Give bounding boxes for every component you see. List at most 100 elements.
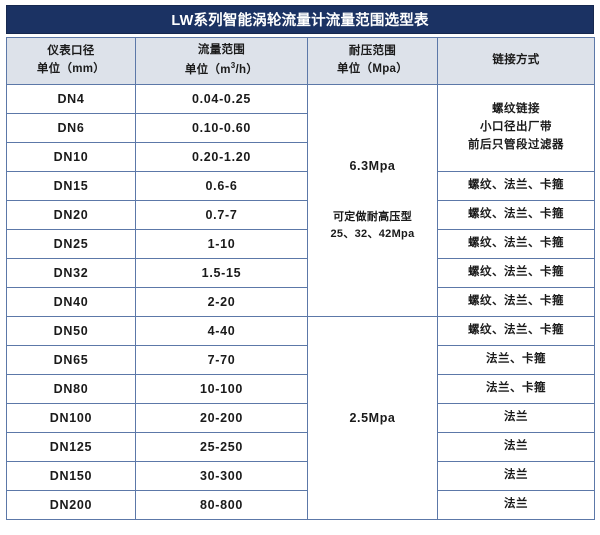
cell-connection-type: 法兰: [437, 403, 595, 433]
cell-diameter: DN125: [6, 432, 136, 462]
cell-diameter: DN4: [6, 84, 136, 114]
connection-line1: 法兰: [504, 498, 528, 511]
connection-line1: 螺纹、法兰、卡箍: [468, 324, 564, 337]
cell-diameter: DN80: [6, 374, 136, 404]
connection-line1: 法兰: [504, 469, 528, 482]
page-title: LW系列智能涡轮流量计流量范围选型表: [171, 13, 429, 29]
table-row: DN50 4-40 2.5Mpa 螺纹、法兰、卡箍: [6, 316, 595, 520]
cell-flow-range: 7-70: [135, 345, 308, 375]
cell-diameter: DN20: [6, 200, 136, 230]
table-row: DN200 80-800 法兰: [6, 490, 595, 520]
header-pressure-line2: 单位（Mpa）: [336, 63, 409, 75]
table-row: DN32 1.5-15 螺纹、法兰、卡箍: [6, 258, 595, 288]
connection-line3: 前后只管段过滤器: [468, 138, 564, 151]
connection-line1: 螺纹、法兰、卡箍: [468, 208, 564, 221]
header-diameter-line2: 单位（mm）: [36, 63, 106, 75]
connection-line1: 螺纹链接: [492, 103, 540, 116]
table-row: DN20 0.7-7 螺纹、法兰、卡箍: [6, 200, 595, 230]
cell-flow-range: 80-800: [135, 490, 308, 520]
header-pressure-line1: 耐压范围: [348, 45, 397, 58]
cell-flow-range: 30-300: [135, 461, 308, 491]
connection-line1: 法兰: [504, 440, 528, 453]
pressure-value: 2.5Mpa: [349, 411, 396, 425]
connection-line1: 螺纹、法兰、卡箍: [468, 295, 564, 308]
pressure-note-line1: 可定做耐高压型: [332, 211, 413, 223]
header-flow-unit-post: /h）: [235, 63, 259, 76]
cell-diameter: DN25: [6, 229, 136, 259]
cell-diameter: DN100: [6, 403, 136, 433]
pressure-note: 可定做耐高压型 25、32、42Mpa: [330, 209, 414, 242]
cell-diameter: DN15: [6, 171, 136, 201]
cell-connection-type: 法兰: [437, 432, 595, 462]
table-row: DN10 0.20-1.20: [6, 142, 595, 172]
table-row: DN15 0.6-6 螺纹、法兰、卡箍: [6, 171, 595, 201]
table-row: DN25 1-10 螺纹、法兰、卡箍: [6, 229, 595, 259]
column-header-diameter: 仪表口径 单位（mm）: [6, 37, 136, 85]
table-row: DN125 25-250 法兰: [6, 432, 595, 462]
cell-diameter: DN200: [6, 490, 136, 520]
cell-flow-range: 20-200: [135, 403, 308, 433]
connection-line2: 小口径出厂带: [480, 121, 552, 134]
cell-flow-range: 2-20: [135, 287, 308, 317]
cell-flow-range: 0.6-6: [135, 171, 308, 201]
cell-flow-range: 1-10: [135, 229, 308, 259]
cell-flow-range: 4-40: [135, 316, 308, 346]
pressure-note-line2: 25、32、42Mpa: [330, 227, 415, 240]
cell-connection-type: 螺纹、法兰、卡箍: [437, 200, 595, 230]
table-row: DN40 2-20 螺纹、法兰、卡箍: [6, 287, 595, 317]
header-diameter-line1: 仪表口径: [47, 45, 95, 58]
header-connection-line1: 链接方式: [492, 54, 540, 67]
cell-connection-type: 螺纹、法兰、卡箍: [437, 171, 595, 201]
table-row: DN4 0.04-0.25 6.3Mpa 可定做耐高压型 25、32、42Mpa 螺纹链接…: [6, 84, 595, 317]
cell-flow-range: 0.10-0.60: [135, 113, 308, 143]
connection-line1: 法兰、卡箍: [486, 382, 546, 395]
cell-diameter: DN10: [6, 142, 136, 172]
header-flow-line2: 单位（m3/h）: [136, 60, 307, 80]
cell-diameter: DN65: [6, 345, 136, 375]
cell-connection-type: 法兰: [437, 461, 595, 491]
cell-connection-type: 法兰、卡箍: [437, 374, 595, 404]
cell-diameter: DN40: [6, 287, 136, 317]
cell-connection-type: 螺纹、法兰、卡箍: [437, 229, 595, 259]
cell-flow-range: 0.04-0.25: [135, 84, 308, 114]
cell-flow-range: 25-250: [135, 432, 308, 462]
header-flow-line1: 流量范围: [197, 44, 246, 57]
table-row: DN6 0.10-0.60: [6, 113, 595, 143]
table-title-bar: LW系列智能涡轮流量计流量范围选型表: [6, 5, 594, 34]
table-header: 仪表口径 单位（mm） 流量范围 单位（m3/h） 耐压范围 单位（Mpa） 链…: [6, 37, 595, 85]
cell-connection-type: 法兰、卡箍: [437, 345, 595, 375]
cell-flow-range: 10-100: [135, 374, 308, 404]
column-header-connection-type: 链接方式: [437, 37, 595, 85]
cell-diameter: DN6: [6, 113, 136, 143]
header-row: 仪表口径 单位（mm） 流量范围 单位（m3/h） 耐压范围 单位（Mpa） 链…: [6, 37, 595, 85]
table-row: DN80 10-100 法兰、卡箍: [6, 374, 595, 404]
cell-pressure-range: 2.5Mpa: [307, 316, 438, 520]
cell-connection-type: 螺纹、法兰、卡箍: [437, 258, 595, 288]
header-flow-unit-pre: 单位（m: [184, 63, 231, 76]
header-flow-unit-exponent: 3: [230, 61, 236, 71]
cell-flow-range: 1.5-15: [135, 258, 308, 288]
column-header-flow-range: 流量范围 单位（m3/h）: [135, 37, 308, 85]
connection-line1: 螺纹、法兰、卡箍: [468, 179, 564, 192]
connection-line1: 法兰、卡箍: [486, 353, 546, 366]
cell-connection-type: 螺纹、法兰、卡箍: [437, 287, 595, 317]
specification-table: 仪表口径 单位（mm） 流量范围 单位（m3/h） 耐压范围 单位（Mpa） 链…: [6, 37, 595, 520]
table-row: DN100 20-200 法兰: [6, 403, 595, 433]
cell-connection-type: 法兰: [437, 490, 595, 520]
cell-flow-range: 0.7-7: [135, 200, 308, 230]
column-header-pressure-range: 耐压范围 单位（Mpa）: [307, 37, 438, 85]
cell-diameter: DN32: [6, 258, 136, 288]
connection-line1: 法兰: [504, 411, 528, 424]
cell-connection-type: 螺纹、法兰、卡箍: [437, 316, 595, 346]
connection-line1: 螺纹、法兰、卡箍: [468, 266, 564, 279]
table-row: DN150 30-300 法兰: [6, 461, 595, 491]
cell-diameter: DN150: [6, 461, 136, 491]
pressure-value: 6.3Mpa: [349, 159, 396, 173]
cell-pressure-range: 6.3Mpa 可定做耐高压型 25、32、42Mpa: [307, 84, 438, 317]
cell-flow-range: 0.20-1.20: [135, 142, 308, 172]
cell-diameter: DN50: [6, 316, 136, 346]
table-row: DN65 7-70 法兰、卡箍: [6, 345, 595, 375]
connection-line1: 螺纹、法兰、卡箍: [468, 237, 564, 250]
cell-connection-type: 螺纹链接小口径出厂带 前后只管段过滤器: [437, 84, 595, 172]
